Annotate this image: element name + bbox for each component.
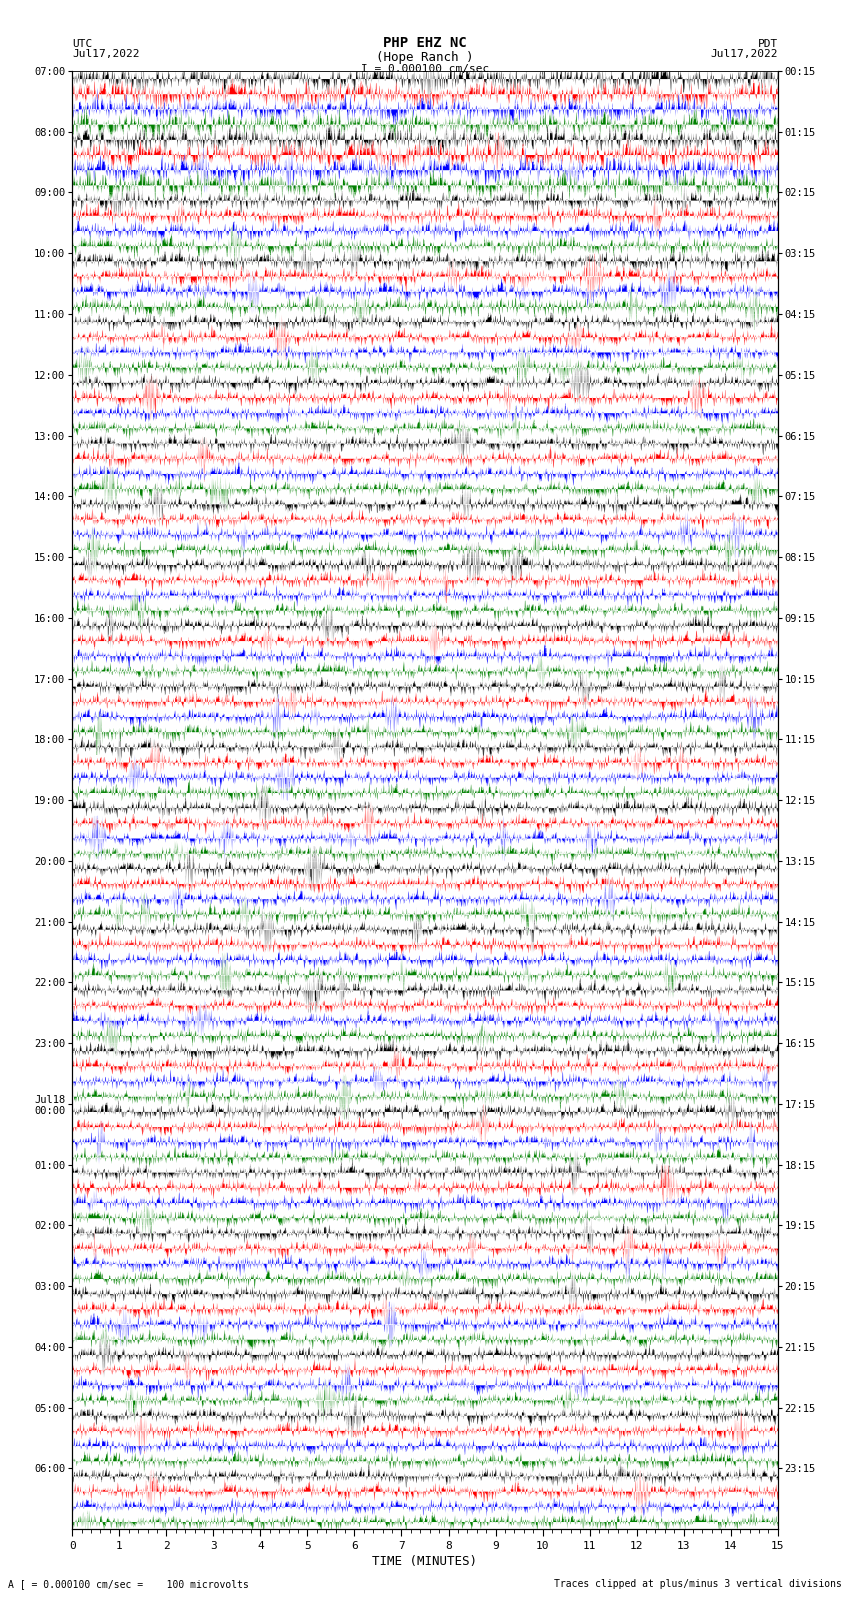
Text: Traces clipped at plus/minus 3 vertical divisions: Traces clipped at plus/minus 3 vertical … <box>553 1579 842 1589</box>
Text: I = 0.000100 cm/sec: I = 0.000100 cm/sec <box>361 65 489 74</box>
Text: UTC: UTC <box>72 39 93 50</box>
X-axis label: TIME (MINUTES): TIME (MINUTES) <box>372 1555 478 1568</box>
Text: PHP EHZ NC: PHP EHZ NC <box>383 37 467 50</box>
Text: A [ = 0.000100 cm/sec =    100 microvolts: A [ = 0.000100 cm/sec = 100 microvolts <box>8 1579 249 1589</box>
Text: Jul17,2022: Jul17,2022 <box>711 48 778 58</box>
Text: (Hope Ranch ): (Hope Ranch ) <box>377 50 473 65</box>
Text: PDT: PDT <box>757 39 778 50</box>
Text: Jul17,2022: Jul17,2022 <box>72 48 139 58</box>
